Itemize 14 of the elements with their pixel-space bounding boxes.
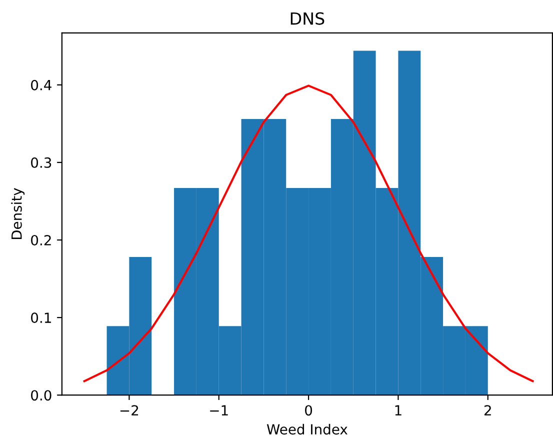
line-series [83, 84, 534, 382]
x-axis-title: Weed Index [266, 424, 348, 435]
x-tick-label: 0 [305, 405, 312, 416]
y-tick-label: 0.3 [31, 157, 52, 168]
y-tick-label: 0.2 [31, 234, 51, 246]
x-tick-label: −2 [120, 405, 138, 416]
chart-title: DNS [290, 12, 324, 25]
x-tick-label: 1 [395, 405, 402, 416]
x-tick-label: 2 [484, 405, 491, 416]
y-axis-title: Density [11, 188, 25, 240]
y-tick-label: 0.4 [31, 80, 52, 90]
y-tick-label: 0.1 [31, 312, 51, 324]
y-tick-label: 0.0 [31, 390, 52, 401]
x-tick-label: −1 [210, 405, 228, 416]
